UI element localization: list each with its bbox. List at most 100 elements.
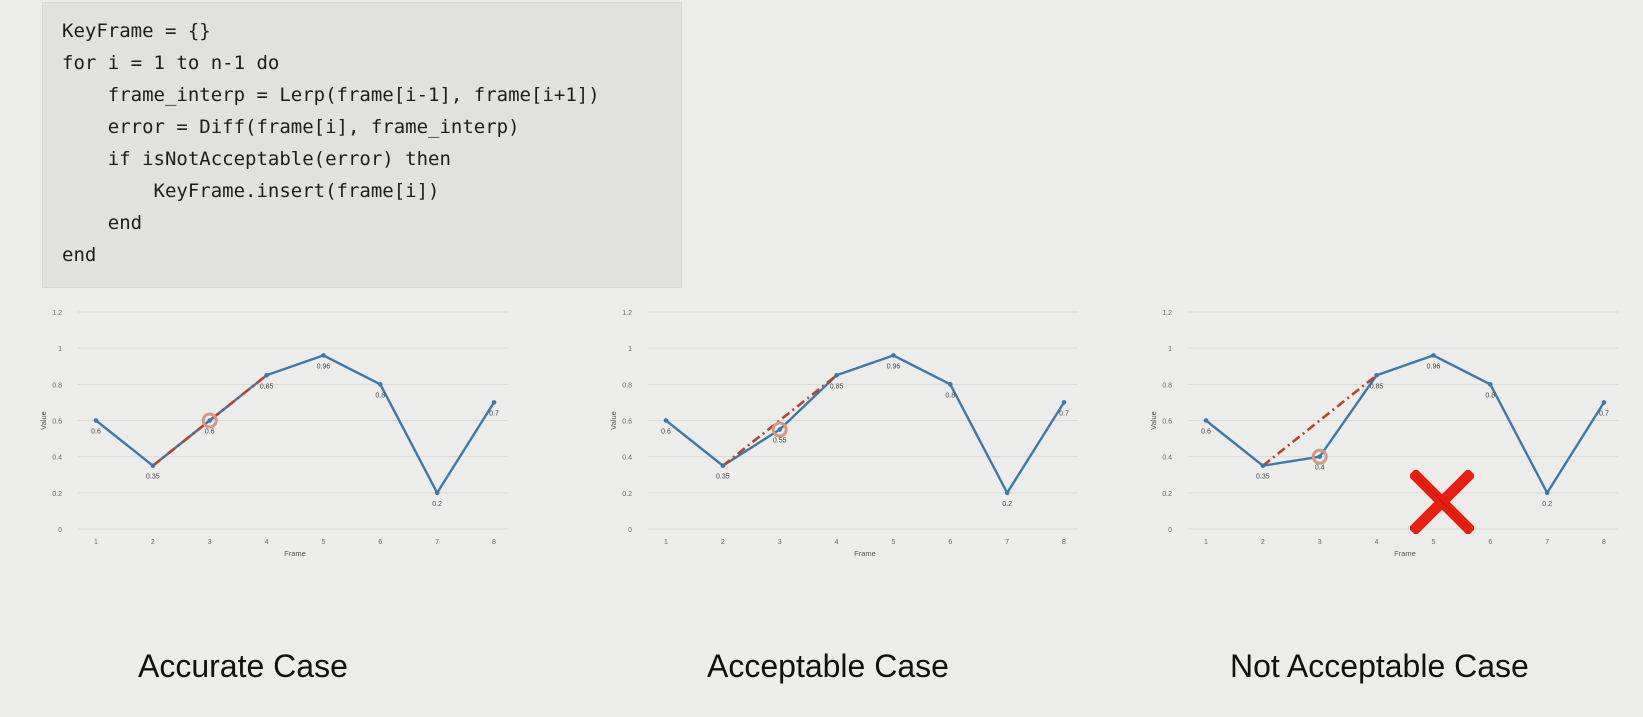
x-tick-label: 6 [1488,539,1492,546]
x-tick-label: 6 [378,539,382,546]
data-point [1374,372,1379,378]
x-axis-label: Frame [854,549,876,558]
data-label: 0.35 [146,474,160,481]
data-point [93,418,99,423]
data-label: 0.8 [945,392,955,399]
x-tick-label: 7 [1545,539,1549,546]
data-point [1544,490,1550,496]
y-tick-label: 1 [58,346,62,353]
data-point [1487,382,1493,387]
data-point [1431,353,1436,358]
y-tick-label: 0.2 [1162,491,1172,498]
y-tick-label: 1.2 [622,310,632,317]
data-point [264,372,269,378]
y-tick-label: 0 [58,527,62,534]
data-point [207,418,213,423]
chart-not-acceptable-case: 0 0.2 0.4 0.6 0.8 1 1.2 1 2 3 4 5 6 7 8 Frame Value 0.6 0.… [1140,302,1618,596]
y-axis-label: Value [1149,411,1158,430]
data-label: 0.6 [661,429,671,436]
cross-stroke [1410,470,1474,534]
x-tick-label: 4 [1375,539,1379,546]
x-tick-label: 2 [151,539,155,546]
code-line: if isNotAcceptable(error) then [62,148,451,170]
y-tick-label: 0 [1168,527,1172,534]
data-point [434,490,440,496]
x-tick-label: 5 [1431,539,1435,546]
y-tick-label: 1 [1168,346,1172,353]
data-point [1260,463,1266,469]
data-point [1004,490,1010,496]
data-label: 0.85 [1370,383,1384,390]
x-tick-label: 1 [664,539,668,546]
y-tick-label: 0.4 [622,455,632,462]
data-label: 0.35 [716,474,730,481]
y-axis-label: Value [609,411,618,430]
y-tick-label: 0.6 [52,419,62,426]
interpolation-line [152,374,268,467]
code-line: error = Diff(frame[i], frame_interp) [62,116,520,138]
data-point [150,463,156,469]
y-tick-label: 0.8 [1162,382,1172,389]
chart-accurate-case: 0 0.2 0.4 0.6 0.8 1 1.2 1 2 3 4 5 6 7 8 Frame Value 0.6 0.… [30,302,508,596]
data-label: 0.8 [375,392,385,399]
y-tick-label: 0.2 [622,491,632,498]
data-point [321,353,326,358]
data-label: 0.96 [1427,363,1441,370]
x-axis-label: Frame [284,549,306,558]
caption-acceptable-case: Acceptable Case [707,648,949,684]
data-label: 0.4 [1315,465,1325,472]
x-tick-label: 8 [492,539,496,546]
data-label: 0.7 [1599,410,1609,417]
y-tick-label: 1.2 [1162,310,1172,317]
x-tick-label: 1 [94,539,98,546]
caption-accurate-case: Accurate Case [138,648,348,684]
y-tick-label: 0 [628,527,632,534]
pseudocode-block: KeyFrame = {} for i = 1 to n-1 do frame_… [42,2,682,288]
data-point [663,418,669,423]
x-tick-label: 7 [1005,539,1009,546]
y-tick-label: 0.8 [52,382,62,389]
series-line [95,354,496,495]
code-line: frame_interp = Lerp(frame[i-1], frame[i+… [62,84,600,106]
chart-not-acceptable-svg: 0 0.2 0.4 0.6 0.8 1 1.2 1 2 3 4 5 6 7 8 Frame Value 0.6 0.… [1149,310,1618,558]
x-tick-label: 3 [1318,539,1322,546]
x-tick-label: 2 [721,539,725,546]
y-tick-label: 0.4 [52,455,62,462]
data-label: 0.7 [1059,410,1069,417]
x-tick-label: 2 [1261,539,1265,546]
data-point [947,382,953,387]
y-axis-label: Value [39,411,48,430]
code-line: KeyFrame = {} [62,20,211,42]
data-point [377,382,383,387]
x-tick-label: 4 [835,539,839,546]
data-label: 0.2 [1542,501,1552,508]
x-tick-label: 7 [435,539,439,546]
code-line: KeyFrame.insert(frame[i]) [62,180,440,202]
data-point [891,353,896,358]
cross-stroke [1415,475,1469,529]
y-tick-label: 1 [628,346,632,353]
x-tick-label: 5 [321,539,325,546]
series-line [1205,354,1606,495]
y-tick-label: 0.4 [1162,455,1172,462]
x-tick-label: 8 [1602,539,1606,546]
data-label: 0.96 [887,363,901,370]
data-point [1203,418,1209,423]
data-point [777,427,783,432]
x-tick-label: 8 [1062,539,1066,546]
code-line: end [62,212,143,234]
y-tick-label: 0.6 [622,419,632,426]
highlight-ring [201,412,218,429]
data-label: 0.55 [773,438,787,445]
data-point [1317,454,1323,459]
data-label: 0.6 [91,429,101,436]
highlight-ring [1311,448,1328,465]
interpolation-line [1262,374,1378,467]
data-label: 0.96 [317,363,331,370]
x-tick-label: 3 [208,539,212,546]
x-tick-label: 5 [891,539,895,546]
caption-not-acceptable-case: Not Acceptable Case [1230,648,1529,684]
x-axis-label: Frame [1394,549,1416,558]
chart-acceptable-case: 0 0.2 0.4 0.6 0.8 1 1.2 1 2 3 4 5 6 7 8 Frame Value 0.6 0.… [600,302,1078,596]
code-line: for i = 1 to n-1 do [62,52,280,74]
